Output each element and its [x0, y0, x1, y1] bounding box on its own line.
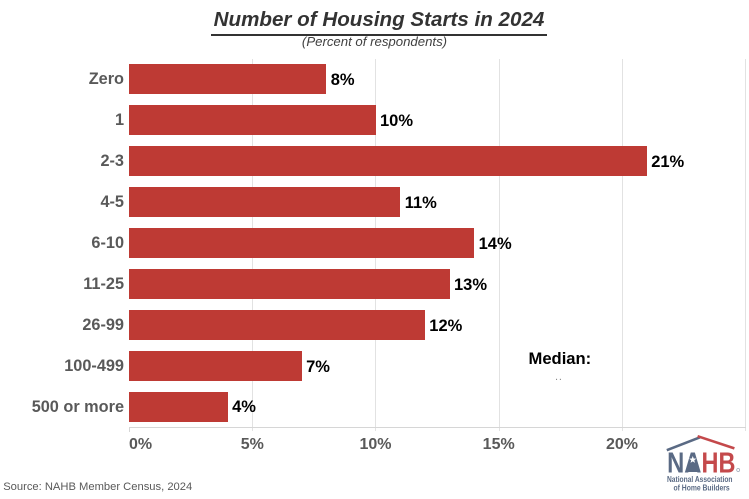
svg-text:National Association: National Association — [667, 475, 733, 484]
svg-text:of Home Builders: of Home Builders — [674, 484, 731, 493]
svg-text:HB: HB — [702, 447, 736, 479]
